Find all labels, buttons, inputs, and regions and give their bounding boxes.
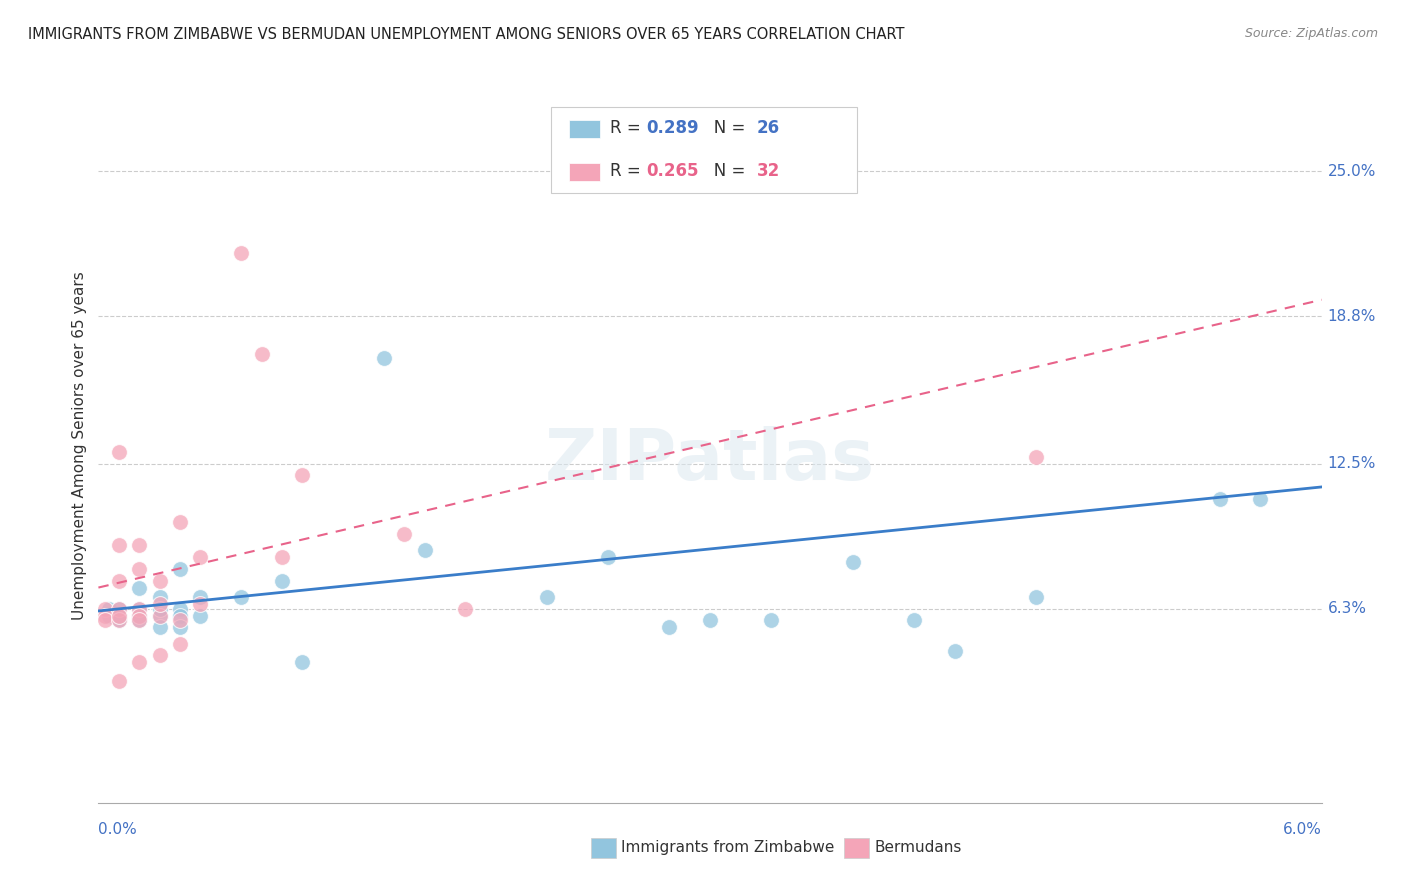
Point bbox=[1025, 590, 1047, 604]
Point bbox=[128, 613, 150, 627]
Text: 6.3%: 6.3% bbox=[1327, 601, 1367, 616]
Point bbox=[1025, 450, 1047, 464]
Text: N =: N = bbox=[697, 162, 751, 180]
Point bbox=[97, 601, 120, 615]
Point bbox=[149, 608, 172, 623]
Point bbox=[169, 620, 191, 634]
Point bbox=[108, 538, 131, 552]
Text: 12.5%: 12.5% bbox=[1327, 456, 1376, 471]
Point bbox=[149, 601, 172, 615]
Point bbox=[169, 608, 191, 623]
Point bbox=[761, 613, 783, 627]
Point bbox=[658, 620, 681, 634]
Point bbox=[392, 526, 416, 541]
Point bbox=[188, 608, 212, 623]
Point bbox=[188, 597, 212, 611]
Text: 0.265: 0.265 bbox=[647, 162, 699, 180]
Text: Source: ZipAtlas.com: Source: ZipAtlas.com bbox=[1244, 27, 1378, 40]
Point bbox=[943, 644, 966, 658]
Point bbox=[97, 608, 120, 623]
Point bbox=[270, 574, 292, 588]
Point bbox=[93, 608, 115, 623]
Point bbox=[903, 613, 925, 627]
Point bbox=[373, 351, 395, 366]
Point bbox=[93, 601, 115, 615]
Point bbox=[149, 608, 172, 623]
Point bbox=[108, 613, 131, 627]
Point bbox=[128, 562, 150, 576]
Point bbox=[128, 581, 150, 595]
Point bbox=[169, 613, 191, 627]
Point bbox=[128, 608, 150, 623]
Text: N =: N = bbox=[697, 120, 751, 137]
Point bbox=[128, 601, 150, 615]
Point bbox=[413, 543, 436, 558]
Point bbox=[1249, 491, 1271, 506]
Text: 0.289: 0.289 bbox=[647, 120, 699, 137]
Point bbox=[169, 515, 191, 529]
Point bbox=[841, 555, 863, 569]
Text: R =: R = bbox=[610, 162, 645, 180]
Point bbox=[169, 637, 191, 651]
FancyBboxPatch shape bbox=[551, 107, 856, 193]
Point bbox=[149, 597, 172, 611]
Point bbox=[291, 468, 314, 483]
Point bbox=[231, 590, 253, 604]
FancyBboxPatch shape bbox=[569, 162, 600, 180]
Point bbox=[454, 601, 477, 615]
Point bbox=[250, 346, 273, 360]
Point bbox=[128, 613, 150, 627]
Point bbox=[149, 648, 172, 663]
Point bbox=[291, 656, 314, 670]
Point bbox=[188, 590, 212, 604]
Text: 26: 26 bbox=[756, 120, 780, 137]
Text: Bermudans: Bermudans bbox=[875, 840, 962, 855]
Point bbox=[169, 601, 191, 615]
Point bbox=[598, 550, 620, 565]
Point bbox=[108, 574, 131, 588]
Text: R =: R = bbox=[610, 120, 645, 137]
Point bbox=[108, 608, 131, 623]
Point bbox=[536, 590, 558, 604]
Text: 6.0%: 6.0% bbox=[1282, 822, 1322, 837]
Point bbox=[128, 538, 150, 552]
Point bbox=[231, 246, 253, 260]
Point bbox=[108, 613, 131, 627]
Point bbox=[128, 656, 150, 670]
Point bbox=[108, 445, 131, 459]
Point bbox=[270, 550, 292, 565]
Point bbox=[1208, 491, 1232, 506]
Point bbox=[128, 608, 150, 623]
Point bbox=[149, 574, 172, 588]
Point bbox=[188, 550, 212, 565]
Point bbox=[93, 613, 115, 627]
Text: Immigrants from Zimbabwe: Immigrants from Zimbabwe bbox=[621, 840, 835, 855]
Point bbox=[149, 620, 172, 634]
Text: ZIPatlas: ZIPatlas bbox=[546, 425, 875, 495]
Point bbox=[169, 562, 191, 576]
Y-axis label: Unemployment Among Seniors over 65 years: Unemployment Among Seniors over 65 years bbox=[72, 272, 87, 620]
Point bbox=[699, 613, 721, 627]
Point bbox=[149, 590, 172, 604]
Text: 18.8%: 18.8% bbox=[1327, 309, 1376, 324]
Point bbox=[108, 601, 131, 615]
Point bbox=[108, 674, 131, 689]
Text: 32: 32 bbox=[756, 162, 780, 180]
Text: IMMIGRANTS FROM ZIMBABWE VS BERMUDAN UNEMPLOYMENT AMONG SENIORS OVER 65 YEARS CO: IMMIGRANTS FROM ZIMBABWE VS BERMUDAN UNE… bbox=[28, 27, 904, 42]
FancyBboxPatch shape bbox=[569, 120, 600, 137]
Text: 0.0%: 0.0% bbox=[98, 822, 138, 837]
Point bbox=[108, 608, 131, 623]
Point bbox=[128, 601, 150, 615]
Text: 25.0%: 25.0% bbox=[1327, 163, 1376, 178]
Point bbox=[108, 601, 131, 615]
